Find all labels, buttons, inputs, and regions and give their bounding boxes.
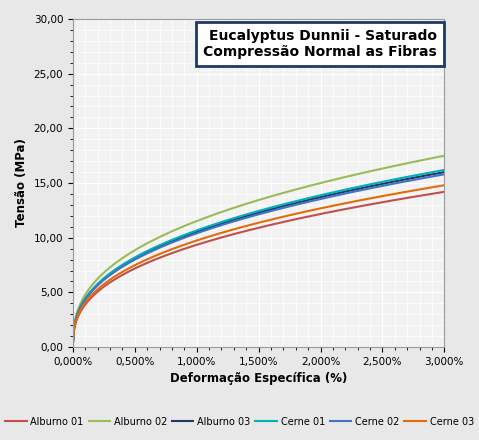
Alburno 03: [442, 169, 447, 175]
Alburno 03: [338, 190, 344, 195]
Alburno 01: [442, 189, 447, 194]
Alburno 02: [442, 153, 447, 158]
Line: Cerne 03: Cerne 03: [73, 185, 445, 344]
Alburno 01: [217, 235, 223, 241]
Cerne 03: [70, 341, 76, 347]
Line: Alburno 03: Alburno 03: [73, 172, 445, 344]
Line: Alburno 01: Alburno 01: [73, 192, 445, 344]
Cerne 03: [217, 231, 223, 236]
Cerne 01: [70, 341, 76, 346]
Y-axis label: Tensão (MPa): Tensão (MPa): [15, 139, 28, 227]
Alburno 02: [217, 210, 223, 215]
Cerne 03: [340, 201, 346, 206]
Alburno 03: [304, 198, 309, 203]
Alburno 03: [191, 230, 197, 235]
Alburno 01: [340, 207, 346, 212]
Alburno 01: [304, 214, 309, 220]
Alburno 03: [115, 266, 121, 271]
Alburno 01: [115, 275, 121, 280]
Alburno 02: [338, 176, 344, 181]
Line: Alburno 02: Alburno 02: [73, 156, 445, 343]
Cerne 03: [191, 239, 197, 244]
Cerne 03: [442, 183, 447, 188]
Cerne 03: [304, 209, 309, 214]
Cerne 02: [70, 341, 76, 346]
Cerne 02: [442, 172, 447, 177]
Cerne 01: [340, 187, 346, 193]
Cerne 01: [115, 265, 121, 271]
Cerne 02: [191, 231, 197, 237]
Legend: Alburno 01, Alburno 02, Alburno 03, Cerne 01, Cerne 02, Cerne 03: Alburno 01, Alburno 02, Alburno 03, Cern…: [1, 413, 478, 431]
Alburno 03: [70, 341, 76, 346]
Cerne 03: [338, 202, 344, 207]
Cerne 01: [338, 188, 344, 193]
Alburno 02: [115, 259, 121, 264]
Cerne 01: [304, 196, 309, 201]
X-axis label: Deformação Específica (%): Deformação Específica (%): [170, 372, 347, 385]
Alburno 03: [217, 221, 223, 227]
Alburno 02: [340, 175, 346, 180]
Alburno 02: [304, 184, 309, 189]
Cerne 01: [217, 220, 223, 225]
Alburno 03: [340, 190, 346, 195]
Cerne 01: [191, 229, 197, 234]
Alburno 01: [191, 243, 197, 248]
Alburno 01: [338, 207, 344, 213]
Line: Cerne 01: Cerne 01: [73, 170, 445, 344]
Line: Cerne 02: Cerne 02: [73, 174, 445, 344]
Cerne 03: [115, 272, 121, 277]
Text: Eucalyptus Dunnii - Saturado
Compressão Normal as Fibras: Eucalyptus Dunnii - Saturado Compressão …: [203, 29, 437, 59]
Cerne 02: [304, 200, 309, 205]
Alburno 01: [70, 341, 76, 347]
Cerne 02: [115, 267, 121, 272]
Cerne 02: [340, 191, 346, 197]
Cerne 02: [217, 223, 223, 228]
Cerne 01: [442, 167, 447, 172]
Alburno 02: [70, 341, 76, 346]
Cerne 02: [338, 192, 344, 197]
Alburno 02: [191, 220, 197, 225]
